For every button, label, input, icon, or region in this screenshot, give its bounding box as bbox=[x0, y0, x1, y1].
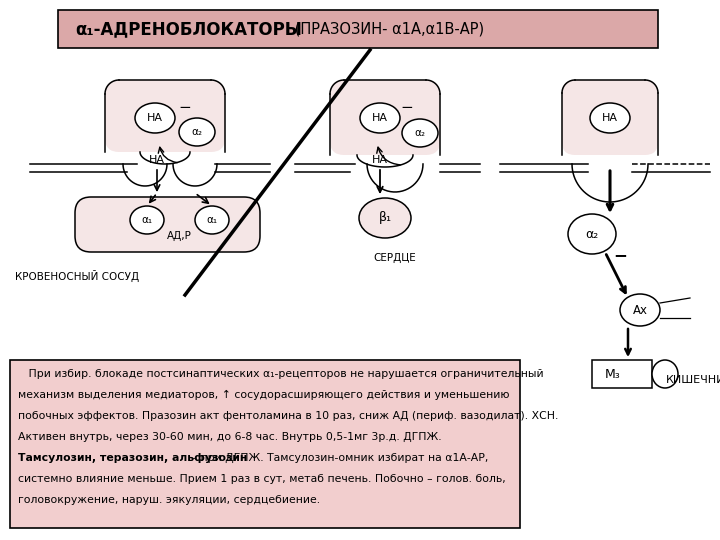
FancyBboxPatch shape bbox=[562, 80, 658, 155]
Text: −: − bbox=[400, 99, 413, 114]
Text: α₂: α₂ bbox=[415, 128, 426, 138]
Text: НА: НА bbox=[372, 113, 388, 123]
Text: Ах: Ах bbox=[632, 303, 647, 316]
Text: α₂: α₂ bbox=[192, 127, 202, 137]
FancyBboxPatch shape bbox=[330, 80, 440, 155]
Text: побочных эффектов. Празозин акт фентоламина в 10 раз, сниж АД (периф. вазодилат): побочных эффектов. Празозин акт фентолам… bbox=[18, 411, 559, 421]
Text: НА: НА bbox=[602, 113, 618, 123]
FancyBboxPatch shape bbox=[58, 10, 658, 48]
Text: НА: НА bbox=[149, 155, 165, 165]
Text: α₁-АДРЕНОБЛОКАТОРЫ: α₁-АДРЕНОБЛОКАТОРЫ bbox=[75, 20, 302, 38]
Text: – при ДГПЖ. Тамсулозин-омник избират на α1А-АР,: – при ДГПЖ. Тамсулозин-омник избират на … bbox=[188, 453, 488, 463]
Text: При избир. блокаде постсинаптических α₁-рецепторов не нарушается ограничительный: При избир. блокаде постсинаптических α₁-… bbox=[18, 369, 544, 379]
Ellipse shape bbox=[195, 206, 229, 234]
Text: АД,Р: АД,Р bbox=[166, 231, 192, 241]
Text: α₁: α₁ bbox=[141, 215, 153, 225]
Text: −: − bbox=[613, 246, 627, 264]
Text: КИШЕЧНИК: КИШЕЧНИК bbox=[666, 375, 720, 385]
Ellipse shape bbox=[130, 206, 164, 234]
Ellipse shape bbox=[402, 119, 438, 147]
Text: α₂: α₂ bbox=[585, 227, 598, 240]
Text: α₁: α₁ bbox=[207, 215, 217, 225]
Text: механизм выделения медиаторов, ↑ сосудорасширяющего действия и уменьшению: механизм выделения медиаторов, ↑ сосудор… bbox=[18, 390, 510, 400]
Text: системно влияние меньше. Прием 1 раз в сут, метаб печень. Побочно – голов. боль,: системно влияние меньше. Прием 1 раз в с… bbox=[18, 474, 505, 484]
Ellipse shape bbox=[590, 103, 630, 133]
Text: НА: НА bbox=[147, 113, 163, 123]
Ellipse shape bbox=[568, 214, 616, 254]
Text: НА: НА bbox=[372, 155, 388, 165]
FancyBboxPatch shape bbox=[105, 80, 225, 152]
Ellipse shape bbox=[179, 118, 215, 146]
Text: M₃: M₃ bbox=[605, 368, 621, 381]
Ellipse shape bbox=[359, 198, 411, 238]
Text: −: − bbox=[179, 100, 192, 116]
Text: СЕРДЦЕ: СЕРДЦЕ bbox=[374, 253, 416, 263]
Ellipse shape bbox=[620, 294, 660, 326]
Text: головокружение, наруш. эякуляции, сердцебиение.: головокружение, наруш. эякуляции, сердце… bbox=[18, 495, 320, 505]
FancyBboxPatch shape bbox=[10, 360, 520, 528]
Text: Тамсулозин, теразозин, альфузозин: Тамсулозин, теразозин, альфузозин bbox=[18, 453, 247, 463]
Text: Активен внутрь, через 30-60 мин, до 6-8 час. Внутрь 0,5-1мг 3р.д. ДГПЖ.: Активен внутрь, через 30-60 мин, до 6-8 … bbox=[18, 432, 441, 442]
Text: β₁: β₁ bbox=[379, 212, 392, 225]
Ellipse shape bbox=[652, 360, 678, 388]
Ellipse shape bbox=[135, 103, 175, 133]
Text: КРОВЕНОСНЫЙ СОСУД: КРОВЕНОСНЫЙ СОСУД bbox=[15, 270, 139, 282]
FancyBboxPatch shape bbox=[75, 197, 260, 252]
Text: (ПРАЗОЗИН- α1А,α1В-АР): (ПРАЗОЗИН- α1А,α1В-АР) bbox=[290, 22, 484, 37]
FancyBboxPatch shape bbox=[592, 360, 652, 388]
Ellipse shape bbox=[360, 103, 400, 133]
